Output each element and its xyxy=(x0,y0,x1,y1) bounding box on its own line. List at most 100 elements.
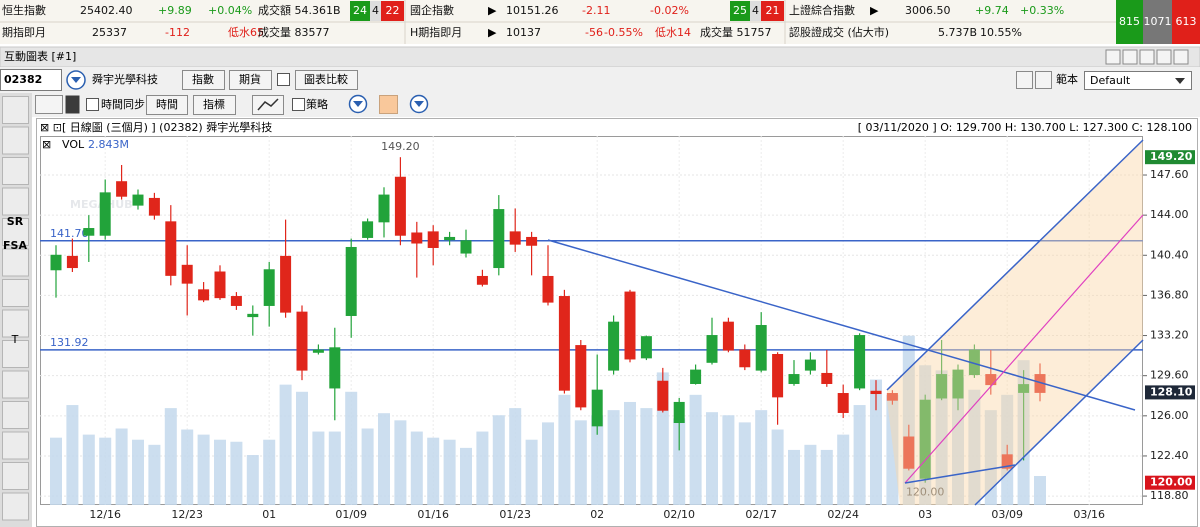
volume-bar xyxy=(968,389,981,505)
icon-button[interactable] xyxy=(35,95,63,114)
button-label: 指標 xyxy=(203,97,225,111)
dropdown-arrow xyxy=(71,77,81,83)
volume-bar xyxy=(935,370,948,505)
ticker-item: 25402.40 xyxy=(80,4,133,17)
ticker-item: 恒生指數 xyxy=(2,3,46,17)
ticker-item: 成交量 83577 xyxy=(258,25,330,39)
tool-button[interactable] xyxy=(2,96,29,124)
tool-button[interactable] xyxy=(2,492,29,521)
ticker-item: -56 xyxy=(585,26,603,39)
candle-body xyxy=(230,296,242,306)
button[interactable] xyxy=(229,70,272,90)
ticker-item: 成交額 54.361B xyxy=(258,3,341,17)
axis-marker-label: 128.10 xyxy=(1150,385,1193,398)
candle-body xyxy=(411,232,423,244)
candle-body xyxy=(280,255,292,313)
button-label: 指數 xyxy=(192,72,214,86)
candle-body xyxy=(886,393,898,401)
volume-bar xyxy=(214,439,226,505)
ticker-item: +0.33% xyxy=(1020,4,1064,17)
template-value: Default xyxy=(1090,74,1131,87)
icon-button[interactable] xyxy=(252,95,284,115)
tool-button[interactable] xyxy=(2,309,29,338)
x-tick-label: 03/16 xyxy=(1073,508,1105,521)
window-button[interactable] xyxy=(1122,49,1138,65)
tool-button[interactable] xyxy=(2,401,29,429)
tool-button[interactable] xyxy=(2,187,29,216)
volume-bar xyxy=(509,408,522,505)
volume-bar xyxy=(230,441,243,505)
tool-button[interactable] xyxy=(2,431,29,460)
candle-body xyxy=(608,321,620,371)
checkbox[interactable] xyxy=(292,98,305,111)
window-button[interactable] xyxy=(1105,49,1121,65)
ticker-count: 21 xyxy=(766,4,780,17)
x-tick-label: 03 xyxy=(918,508,932,521)
stock-code: 02382 xyxy=(4,73,42,86)
tool-label: T xyxy=(11,333,19,346)
ticker-item: -0.55% xyxy=(604,26,643,39)
window-button[interactable] xyxy=(1139,49,1155,65)
tool-button[interactable] xyxy=(2,370,29,399)
template-select[interactable] xyxy=(1084,71,1192,90)
x-tick-label: 01/16 xyxy=(417,508,449,521)
volume-bar xyxy=(50,437,62,505)
ticker-item: 3006.50 xyxy=(905,4,951,17)
y-tick-label: 129.60 xyxy=(1150,369,1189,382)
ticker-item: 10.55% xyxy=(980,26,1022,39)
sync-label: 時間同步 xyxy=(101,98,145,111)
volume-bar xyxy=(328,431,341,505)
breadth-count: 815 xyxy=(1119,15,1140,28)
color-swatch[interactable] xyxy=(379,95,398,114)
button[interactable] xyxy=(193,95,236,115)
template-label: 範本 xyxy=(1056,72,1078,86)
volume-bar xyxy=(591,415,604,505)
button[interactable] xyxy=(295,70,358,90)
tool-button[interactable] xyxy=(2,248,29,277)
candle-body xyxy=(1018,384,1030,393)
count-box xyxy=(730,1,750,21)
count-box xyxy=(761,1,784,21)
volume-bar xyxy=(296,391,308,505)
window-close[interactable] xyxy=(1173,49,1189,65)
button[interactable] xyxy=(182,70,225,90)
tool-button[interactable] xyxy=(2,340,29,368)
ticker-item: H期指即月 xyxy=(410,25,462,39)
count-box xyxy=(381,1,404,21)
candle-body xyxy=(378,194,390,223)
icon xyxy=(257,98,279,111)
arrow: ▶ xyxy=(488,4,497,17)
volume-bar xyxy=(410,431,423,505)
tool-button[interactable] xyxy=(2,157,29,185)
icon-button[interactable] xyxy=(1035,71,1052,89)
volume-label: 2.843M xyxy=(88,138,129,151)
x-tick-label: 02/10 xyxy=(663,508,695,521)
candle-body xyxy=(870,390,882,395)
tool-button[interactable] xyxy=(2,462,29,490)
button-label: 時間 xyxy=(156,98,178,111)
window-button[interactable] xyxy=(1156,49,1172,65)
icon-button[interactable] xyxy=(1016,71,1033,89)
candle-body xyxy=(509,231,521,245)
button[interactable] xyxy=(146,95,188,115)
dropdown[interactable] xyxy=(65,95,80,114)
y-tick-label: 140.40 xyxy=(1150,248,1189,261)
tool-button[interactable] xyxy=(2,126,29,155)
candle-body xyxy=(394,176,406,236)
candle-body xyxy=(148,197,160,216)
checkbox[interactable] xyxy=(86,98,99,111)
volume-bar xyxy=(66,405,79,505)
ticker-item: 低水14 xyxy=(655,25,691,39)
ticker-item: 5.737B xyxy=(938,26,977,39)
tool-button[interactable] xyxy=(2,218,29,246)
candle-body xyxy=(624,291,636,360)
trend-line xyxy=(547,239,1136,411)
candle-body xyxy=(591,389,603,427)
code-input[interactable] xyxy=(0,69,62,91)
tool-button[interactable] xyxy=(2,279,29,307)
volume-bar xyxy=(197,434,210,505)
candle-body xyxy=(460,240,472,254)
checkbox[interactable] xyxy=(277,73,290,86)
y-tick-label: 118.80 xyxy=(1150,489,1189,502)
volume-bar xyxy=(394,420,407,505)
